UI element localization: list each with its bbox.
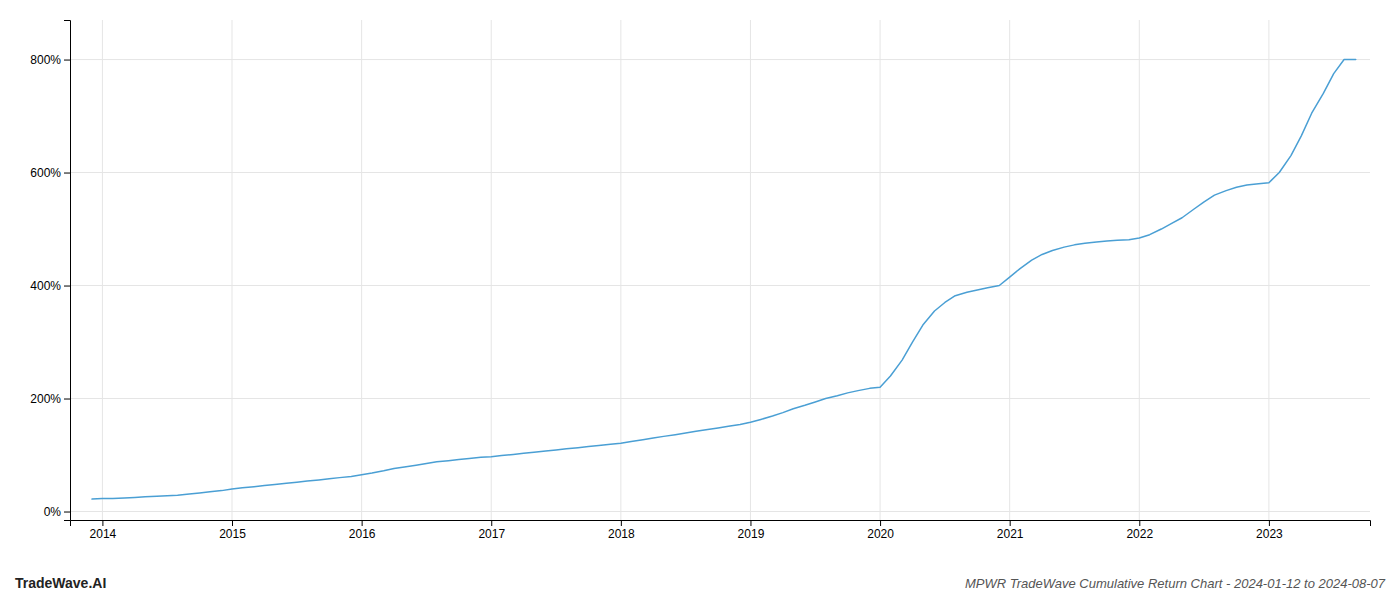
grid-line — [491, 20, 492, 520]
grid-line — [1268, 20, 1269, 520]
grid-line — [70, 511, 1370, 512]
y-tick-label: 0% — [44, 505, 62, 519]
y-tick: 800% — [30, 53, 70, 67]
y-tick-label: 600% — [30, 166, 61, 180]
y-tick: 200% — [30, 392, 70, 406]
x-tick: 2017 — [478, 520, 505, 541]
x-tick-label: 2022 — [1126, 527, 1153, 541]
y-tick-label: 400% — [30, 279, 61, 293]
x-tick-mark — [621, 520, 622, 526]
grid-line — [750, 20, 751, 520]
y-tick: 600% — [30, 166, 70, 180]
grid-line — [232, 20, 233, 520]
x-tick-mark — [1139, 520, 1140, 526]
grid-line — [620, 20, 621, 520]
x-tick-label: 2023 — [1256, 527, 1283, 541]
y-tick-label: 200% — [30, 392, 61, 406]
title: MPWR TradeWave Cumulative Return Chart -… — [965, 576, 1386, 591]
x-tick-label: 2018 — [608, 527, 635, 541]
x-tick-label: 2015 — [219, 527, 246, 541]
y-axis: 0% 200% 400% 600% 800% — [30, 21, 70, 521]
grid-line — [70, 285, 1370, 286]
grid-line — [70, 59, 1370, 60]
x-tick-label: 2019 — [738, 527, 765, 541]
x-tick: 2023 — [1256, 520, 1283, 541]
x-tick-mark — [750, 520, 751, 526]
y-tick: 0% — [44, 505, 70, 519]
x-tick-mark — [232, 520, 233, 526]
grid-line — [70, 398, 1370, 399]
x-tick-mark — [102, 520, 103, 526]
x-tick-mark — [1010, 520, 1011, 526]
x-tick: 2022 — [1126, 520, 1153, 541]
x-tick-label: 2021 — [997, 527, 1024, 541]
x-tick-label: 2014 — [90, 527, 117, 541]
grid — [70, 20, 1370, 520]
x-tick-label: 2016 — [349, 527, 376, 541]
y-tick-mark — [64, 286, 70, 287]
x-tick-mark — [362, 520, 363, 526]
x-tick: 2014 — [90, 520, 117, 541]
y-tick-mark — [64, 399, 70, 400]
y-tick-mark — [64, 512, 70, 513]
x-tick: 2016 — [349, 520, 376, 541]
line — [92, 60, 1356, 500]
x-tick-mark — [491, 520, 492, 526]
x-tick-mark — [1269, 520, 1270, 526]
x-tick-label: 2020 — [867, 527, 894, 541]
grid-line — [880, 20, 881, 520]
grid-line — [361, 20, 362, 520]
y-tick-label: 800% — [30, 53, 61, 67]
grid-line — [1009, 20, 1010, 520]
grid-line — [1139, 20, 1140, 520]
y-tick-mark — [64, 173, 70, 174]
x-tick: 2021 — [997, 520, 1024, 541]
y-tick: 400% — [30, 279, 70, 293]
x-tick-label: 2017 — [478, 527, 505, 541]
grid-line — [70, 172, 1370, 173]
y-tick-mark — [64, 60, 70, 61]
x-tick: 2015 — [219, 520, 246, 541]
x-axis: 2014 2015 2016 2017 2018 2019 2020 2021 2022 2023 — [71, 520, 1371, 541]
y-axis-line — [64, 21, 71, 521]
plot-area — [92, 60, 1356, 500]
watermark: TradeWave.AI — [15, 575, 106, 591]
x-axis-line — [71, 521, 1371, 527]
x-tick: 2019 — [738, 520, 765, 541]
x-tick: 2018 — [608, 520, 635, 541]
chart-container: 2014 2015 2016 2017 2018 2019 2020 2021 2022 2023… — [0, 0, 1400, 600]
x-tick-mark — [880, 520, 881, 526]
grid-line — [102, 20, 103, 520]
x-tick: 2020 — [867, 520, 894, 541]
chart: 2014 2015 2016 2017 2018 2019 2020 2021 2022 2023… — [0, 0, 1400, 600]
